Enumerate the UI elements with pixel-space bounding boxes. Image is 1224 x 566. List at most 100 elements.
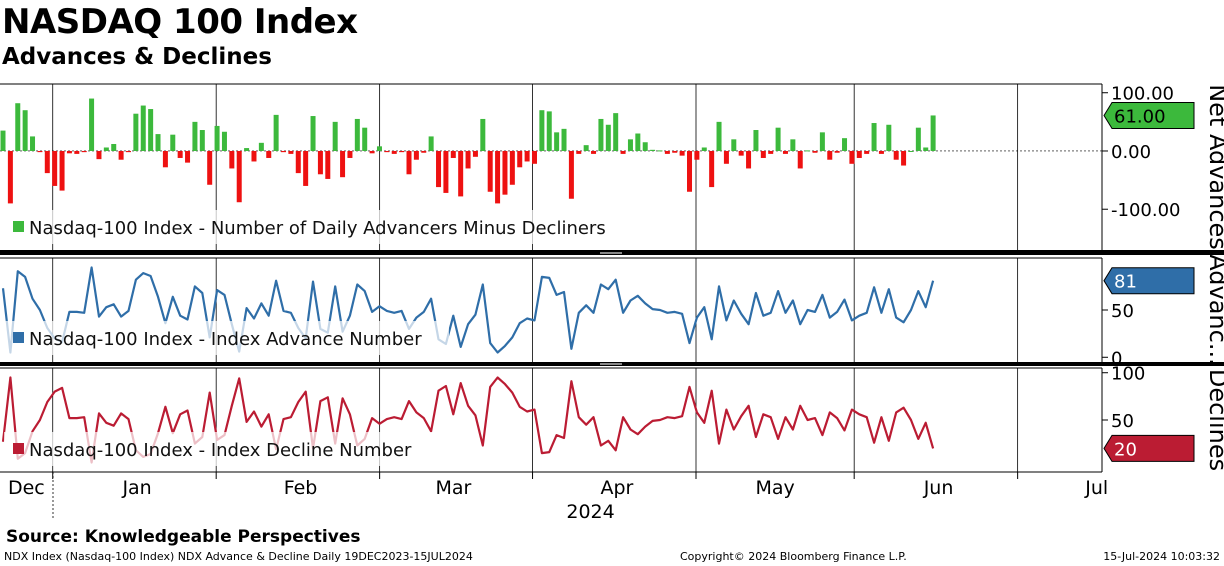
net-advance-bar — [74, 150, 80, 154]
last-value-tag — [1103, 101, 1195, 129]
net-advance-bar — [709, 150, 715, 188]
net-advance-bar — [901, 150, 907, 166]
legend-box — [4, 210, 634, 244]
net-advance-bar — [878, 150, 884, 154]
advance-series-line — [1, 266, 935, 354]
legend-swatch — [13, 332, 24, 343]
net-advance-bar — [428, 136, 434, 151]
y-tick-label: 0 — [1111, 348, 1122, 369]
net-advance-bar — [399, 150, 405, 153]
net-advance-bar — [495, 150, 501, 204]
net-advance-bar — [273, 114, 279, 151]
net-advance-bar — [782, 150, 788, 154]
net-advance-bar — [118, 150, 124, 160]
net-advance-bar — [251, 150, 257, 162]
axis-title: Declines — [1204, 369, 1224, 471]
y-tick-label: 100 — [1111, 364, 1145, 385]
net-advance-bar — [539, 110, 545, 151]
page-subtitle: Advances & Declines — [2, 44, 272, 70]
net-advance-bar — [723, 150, 729, 164]
net-advance-bar — [258, 142, 264, 151]
net-advance-bar — [731, 139, 737, 151]
net-advance-bar — [805, 150, 811, 152]
net-advance-bar — [450, 150, 456, 158]
net-advance-bar — [871, 123, 877, 151]
net-advance-bar — [650, 149, 656, 151]
y-tick-label: 50 — [1111, 411, 1134, 432]
net-advance-bar — [44, 150, 50, 174]
month-label: Feb — [284, 477, 318, 499]
last-value-label: 61.00 — [1114, 106, 1166, 127]
net-advance-bar — [354, 118, 360, 151]
last-value-label: 20 — [1114, 439, 1137, 460]
net-advance-bar — [598, 118, 604, 151]
net-advance-bar — [886, 124, 892, 151]
net-advance-bar — [613, 113, 619, 151]
net-advance-bar — [583, 145, 589, 151]
net-advance-bar — [140, 105, 146, 151]
net-advance-bar — [642, 142, 648, 151]
net-advance-bar — [185, 150, 191, 163]
net-advance-bar — [295, 150, 301, 174]
net-advance-bar — [22, 110, 28, 151]
net-advance-bar — [15, 103, 21, 151]
net-advance-bar — [362, 127, 368, 151]
legend-box — [4, 432, 449, 466]
source-note: Source: Knowledgeable Perspectives — [6, 527, 361, 547]
net-advance-bar — [849, 150, 855, 164]
net-advance-bar — [517, 150, 523, 168]
legend-box — [4, 321, 449, 355]
net-advance-bar — [148, 109, 154, 151]
separator-grip — [600, 252, 622, 254]
net-advance-bar — [310, 116, 316, 151]
net-advance-bar — [502, 150, 508, 195]
net-advance-bar — [546, 111, 552, 151]
footer-security-info: NDX Index (Nasdaq-100 Index) NDX Advance… — [4, 550, 473, 563]
year-label: 2024 — [566, 501, 614, 523]
last-value-tag — [1103, 267, 1195, 295]
net-advance-bar — [827, 150, 833, 160]
net-advance-bar — [229, 150, 235, 169]
net-advance-bar — [162, 150, 168, 168]
net-advance-bar — [797, 150, 803, 169]
legend-swatch — [13, 221, 24, 232]
net-advance-bar — [746, 150, 752, 169]
net-advance-bar — [701, 147, 707, 151]
month-label: Apr — [600, 477, 633, 499]
net-advance-bar — [915, 127, 921, 151]
net-advance-bar — [340, 150, 346, 178]
net-advance-bar — [391, 150, 397, 154]
net-advance-bar — [856, 150, 862, 158]
net-advance-bar — [443, 150, 449, 193]
net-advance-bar — [834, 150, 840, 153]
net-advance-bar — [332, 121, 338, 151]
net-advance-bar — [487, 150, 493, 192]
net-advance-bar — [66, 150, 72, 154]
legend-swatch — [13, 443, 24, 454]
net-advance-bar — [436, 150, 442, 188]
net-advance-bar — [281, 150, 287, 153]
axis-title: Advanc... — [1204, 254, 1224, 365]
net-advance-bar — [288, 150, 294, 154]
net-advance-bar — [125, 150, 131, 153]
net-advance-bar — [591, 150, 597, 154]
y-tick-label: -100.00 — [1111, 200, 1180, 221]
month-label: Mar — [436, 477, 472, 499]
net-advance-bar — [760, 150, 766, 158]
net-advance-bar — [893, 150, 899, 160]
net-advance-bar — [679, 150, 685, 156]
net-advance-bar — [509, 150, 515, 185]
last-value-tag — [1103, 434, 1195, 462]
net-advance-bar — [96, 150, 102, 160]
net-advance-bar — [790, 139, 796, 151]
net-advance-bar — [347, 150, 353, 158]
net-advance-bar — [480, 118, 486, 151]
net-advance-bar — [207, 150, 213, 185]
net-advance-bar — [303, 150, 309, 186]
net-advance-bar — [199, 130, 205, 151]
net-advance-bar — [317, 150, 323, 175]
net-advance-bar — [221, 131, 227, 151]
net-advance-bar — [687, 150, 693, 192]
month-label: Jan — [121, 477, 151, 499]
month-label: May — [755, 477, 794, 499]
